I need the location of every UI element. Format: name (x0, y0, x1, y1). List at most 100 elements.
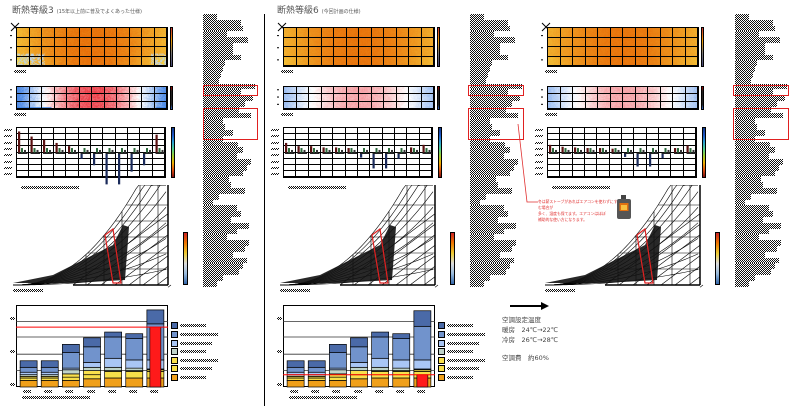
grid-cell (685, 47, 698, 57)
grid-cell (409, 56, 422, 66)
grid-lines (284, 28, 434, 66)
grid-cell (371, 101, 384, 109)
tick (10, 89, 12, 91)
grid-cell (309, 94, 322, 102)
grid-cell (548, 28, 561, 38)
grid-cell (284, 94, 297, 102)
obscured-label-block (470, 188, 512, 194)
baseline (30, 152, 40, 154)
grid-cell (560, 128, 573, 135)
bar-month-11 (674, 148, 677, 153)
bar-month-2 (561, 146, 564, 153)
grid-cell (598, 28, 611, 38)
grid-cell (573, 56, 586, 66)
grid-cell (683, 134, 696, 141)
settings-heading: 空調設定温度 (502, 316, 541, 324)
obscured-label-block (203, 130, 233, 136)
bar-tertiary (580, 149, 582, 153)
y-axis-label (271, 160, 279, 163)
grid-cell (67, 28, 80, 38)
grid-cell (648, 37, 661, 47)
grid-cell (17, 128, 30, 135)
grid-cell (29, 140, 42, 147)
obscured-label-block (203, 217, 231, 223)
grid-cell (346, 87, 359, 95)
bar-segment-s1-c5 (104, 377, 122, 388)
legend-swatch (171, 331, 178, 338)
bar-month-12 (155, 134, 158, 153)
grid-cell (359, 94, 372, 102)
grid-cell (409, 37, 422, 47)
grid-cell (54, 47, 67, 57)
heatmap-raster (548, 87, 698, 109)
bar-segment-s6-c1 (19, 366, 38, 373)
obscured-label-block (735, 246, 777, 252)
grid-cell (357, 128, 371, 135)
obscured-label-block (735, 141, 770, 148)
grid-cell (560, 164, 573, 171)
bar-segment-s7-c4 (350, 337, 368, 348)
bar-month-2 (297, 146, 300, 153)
bar-tertiary (124, 149, 126, 153)
difference-heatmap (16, 86, 168, 110)
bar-secondary (83, 148, 86, 153)
grid-cell (609, 158, 622, 165)
grid-cell (296, 164, 309, 171)
obscured-label-block (470, 147, 510, 154)
grid-cell (17, 101, 30, 109)
grid-cell (371, 37, 384, 47)
grid-cell (597, 128, 610, 135)
obscured-label-block (203, 246, 245, 252)
grid-cell (359, 101, 372, 109)
grid-cell (78, 170, 91, 177)
obscured-label-block (470, 130, 500, 136)
grid-cell (585, 87, 598, 95)
legend-label (447, 367, 479, 371)
grid-cell (129, 28, 142, 38)
obscured-label-block (470, 234, 494, 241)
grid-cell (648, 28, 661, 38)
grid-cell (598, 37, 611, 47)
obscured-label-block (470, 240, 516, 246)
note-line: 多く、湿度も保てます。エアコンはほぼ (538, 211, 606, 216)
grid-cell (648, 47, 661, 57)
obscured-label-block (735, 199, 745, 206)
obscured-label-block (470, 54, 508, 61)
obscured-label-block (203, 14, 217, 20)
obscured-label-block (203, 170, 243, 177)
obscured-label-block (735, 60, 757, 67)
temperature-heatmap (283, 27, 435, 67)
bar-segment-s6-c5 (371, 336, 389, 359)
grid-cell (421, 28, 434, 38)
enthalpy-line (688, 276, 701, 286)
grid-cell (371, 56, 384, 66)
grid-cell (646, 158, 659, 165)
grid-cell (90, 170, 104, 177)
bar-secondary (413, 148, 415, 153)
obscured-label-block (470, 228, 504, 235)
grid-cell (660, 37, 673, 47)
grid-cell (621, 164, 635, 171)
grid-cell (346, 28, 359, 38)
grid-cell (129, 87, 142, 95)
grid-cell (597, 164, 610, 171)
obscured-label-block (735, 188, 777, 194)
grid-cell (585, 28, 598, 38)
obscured-label-block (470, 176, 496, 183)
baseline (649, 152, 659, 154)
y-axis-label (4, 147, 12, 150)
tick (10, 59, 12, 61)
grid-cell (409, 101, 422, 109)
grid-cell (67, 47, 80, 57)
obscured-label-block (470, 118, 490, 125)
bar-tertiary (692, 149, 695, 153)
panel-title-grade6: 断熱等級6 (今回計画の仕様) (277, 3, 361, 16)
grid-cell (78, 164, 91, 171)
grid-cell (660, 28, 673, 38)
grid-cell (609, 134, 622, 141)
obscured-label-block (735, 159, 783, 165)
grid-cell (129, 47, 142, 57)
grid-cell (658, 128, 672, 135)
grid-cell (407, 158, 420, 165)
grid-cell (320, 164, 334, 171)
